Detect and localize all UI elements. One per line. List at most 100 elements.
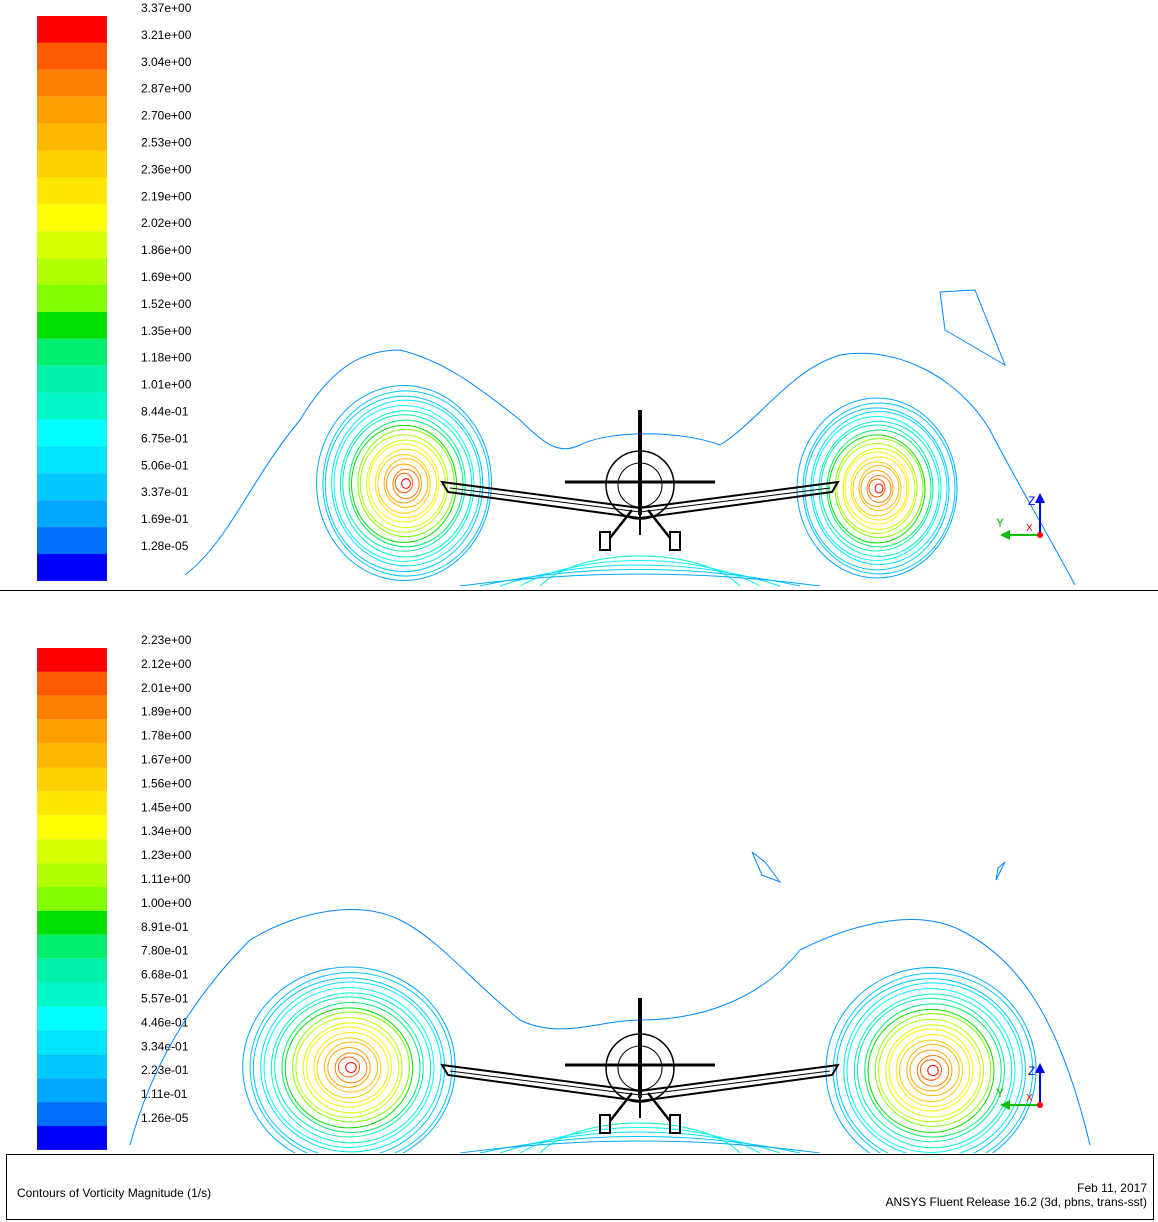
contour-line xyxy=(842,447,916,530)
legend-swatch xyxy=(37,887,107,911)
contour-line xyxy=(920,1059,942,1081)
contour-line xyxy=(916,1055,950,1087)
contour-line xyxy=(324,395,484,573)
contour-line xyxy=(339,410,473,558)
contour-line xyxy=(374,448,438,519)
aircraft-part xyxy=(609,1092,671,1122)
contour-line xyxy=(274,996,424,1138)
contour-line xyxy=(751,851,782,884)
contour-line xyxy=(392,468,420,500)
legend-swatch xyxy=(37,1078,107,1103)
legend-swatch xyxy=(37,958,107,983)
contour-line xyxy=(129,909,1091,1146)
legend-swatch xyxy=(37,204,107,232)
legend-label: 1.69e+00 xyxy=(141,270,192,284)
contour-line xyxy=(858,465,900,511)
legend-label: 3.34e-01 xyxy=(141,1039,189,1053)
aircraft-part xyxy=(669,1114,681,1134)
z-axis-label: Z xyxy=(1028,494,1035,508)
contour-panel-top: 3.37e+00 3.21e+00 3.04e+00 2.87e+00 2.70e+00… xyxy=(0,0,1158,590)
contour-line xyxy=(874,483,884,494)
contour-line xyxy=(333,404,475,562)
legend-swatch xyxy=(37,527,107,554)
aircraft-geometry-bottom xyxy=(440,998,840,1134)
legend-swatch xyxy=(37,554,107,581)
contour-line xyxy=(850,456,908,521)
legend-label: 1.28e-05 xyxy=(141,539,189,553)
legend-swatch xyxy=(37,982,107,1007)
contour-line xyxy=(860,469,894,507)
legend-label: 2.23e-01 xyxy=(141,1063,189,1077)
legend-swatch xyxy=(37,791,107,816)
x-axis-label: X xyxy=(1026,1093,1033,1104)
contour-line xyxy=(345,1061,357,1073)
contour-line xyxy=(804,407,950,571)
legend-swatch xyxy=(37,96,107,124)
legend-swatch xyxy=(37,69,107,97)
legend-swatch xyxy=(37,231,107,259)
legend-label: 2.02e+00 xyxy=(141,216,192,230)
legend-label: 1.45e+00 xyxy=(141,800,192,814)
legend-label: 1.01e+00 xyxy=(141,378,192,392)
aircraft-geometry-top xyxy=(440,410,840,551)
contour-line xyxy=(828,434,926,544)
contour-line xyxy=(825,967,1037,1153)
aircraft-part xyxy=(440,480,840,520)
contour-line xyxy=(909,1049,953,1092)
z-axis-label: Z xyxy=(1028,1064,1035,1078)
contour-line xyxy=(383,458,429,508)
plot-date: Feb 11, 2017 xyxy=(1077,1181,1147,1195)
aircraft-part xyxy=(440,1063,840,1103)
legend-label: 4.46e-01 xyxy=(141,1015,189,1029)
contour-line xyxy=(864,1003,1002,1138)
contour-line xyxy=(857,997,1005,1143)
contour-line xyxy=(852,461,902,517)
legend-swatch xyxy=(37,365,107,393)
contour-line xyxy=(853,993,1013,1149)
contour-line xyxy=(260,981,442,1153)
plot-title: Contours of Vorticity Magnitude (1/s) xyxy=(17,1186,212,1200)
contour-line xyxy=(834,438,924,538)
legend-label: 5.57e-01 xyxy=(141,992,189,1006)
x-axis-label: X xyxy=(1026,523,1033,534)
contour-line xyxy=(899,1039,963,1103)
contour-line xyxy=(885,1024,981,1118)
contour-line xyxy=(895,1034,971,1107)
aircraft-part xyxy=(599,1114,611,1134)
legend-swatch xyxy=(37,1030,107,1055)
contour-line xyxy=(270,992,432,1144)
legend-label: 1.89e+00 xyxy=(141,705,192,719)
legend-label: 2.23e+00 xyxy=(141,633,192,647)
aircraft-part xyxy=(599,531,611,551)
legend-swatch xyxy=(37,1006,107,1031)
z-axis-arrowhead xyxy=(1035,493,1045,503)
legend-swatch xyxy=(37,719,107,744)
legend-swatch xyxy=(37,446,107,474)
legend-label: 2.87e+00 xyxy=(141,82,192,96)
contour-line xyxy=(995,861,1006,881)
contour-line xyxy=(292,1011,410,1123)
contour-line xyxy=(539,1122,741,1153)
contour-line xyxy=(843,982,1023,1153)
legend-label: 6.68e-01 xyxy=(141,968,189,982)
legend-swatch xyxy=(37,338,107,366)
legend-swatch xyxy=(37,419,107,447)
aircraft-part xyxy=(617,1045,663,1091)
contour-line xyxy=(844,451,910,525)
x-axis-dot xyxy=(1037,1102,1043,1108)
aircraft-part xyxy=(669,531,681,551)
contour-line xyxy=(281,1001,421,1133)
axis-triad-bottom: Z Y X xyxy=(996,1063,1045,1110)
legend-label: 2.12e+00 xyxy=(141,657,192,671)
contour-line xyxy=(386,463,422,504)
contour-line xyxy=(836,442,918,534)
legend-label: 1.18e+00 xyxy=(141,351,192,365)
contour-line xyxy=(322,390,490,577)
contour-line xyxy=(184,349,1076,586)
contour-line xyxy=(394,472,414,494)
legend-label: 1.86e+00 xyxy=(141,243,192,257)
legend-label: 8.91e-01 xyxy=(141,920,189,934)
contour-line xyxy=(868,478,886,498)
legend-swatch xyxy=(37,863,107,887)
contour-line xyxy=(802,402,956,575)
